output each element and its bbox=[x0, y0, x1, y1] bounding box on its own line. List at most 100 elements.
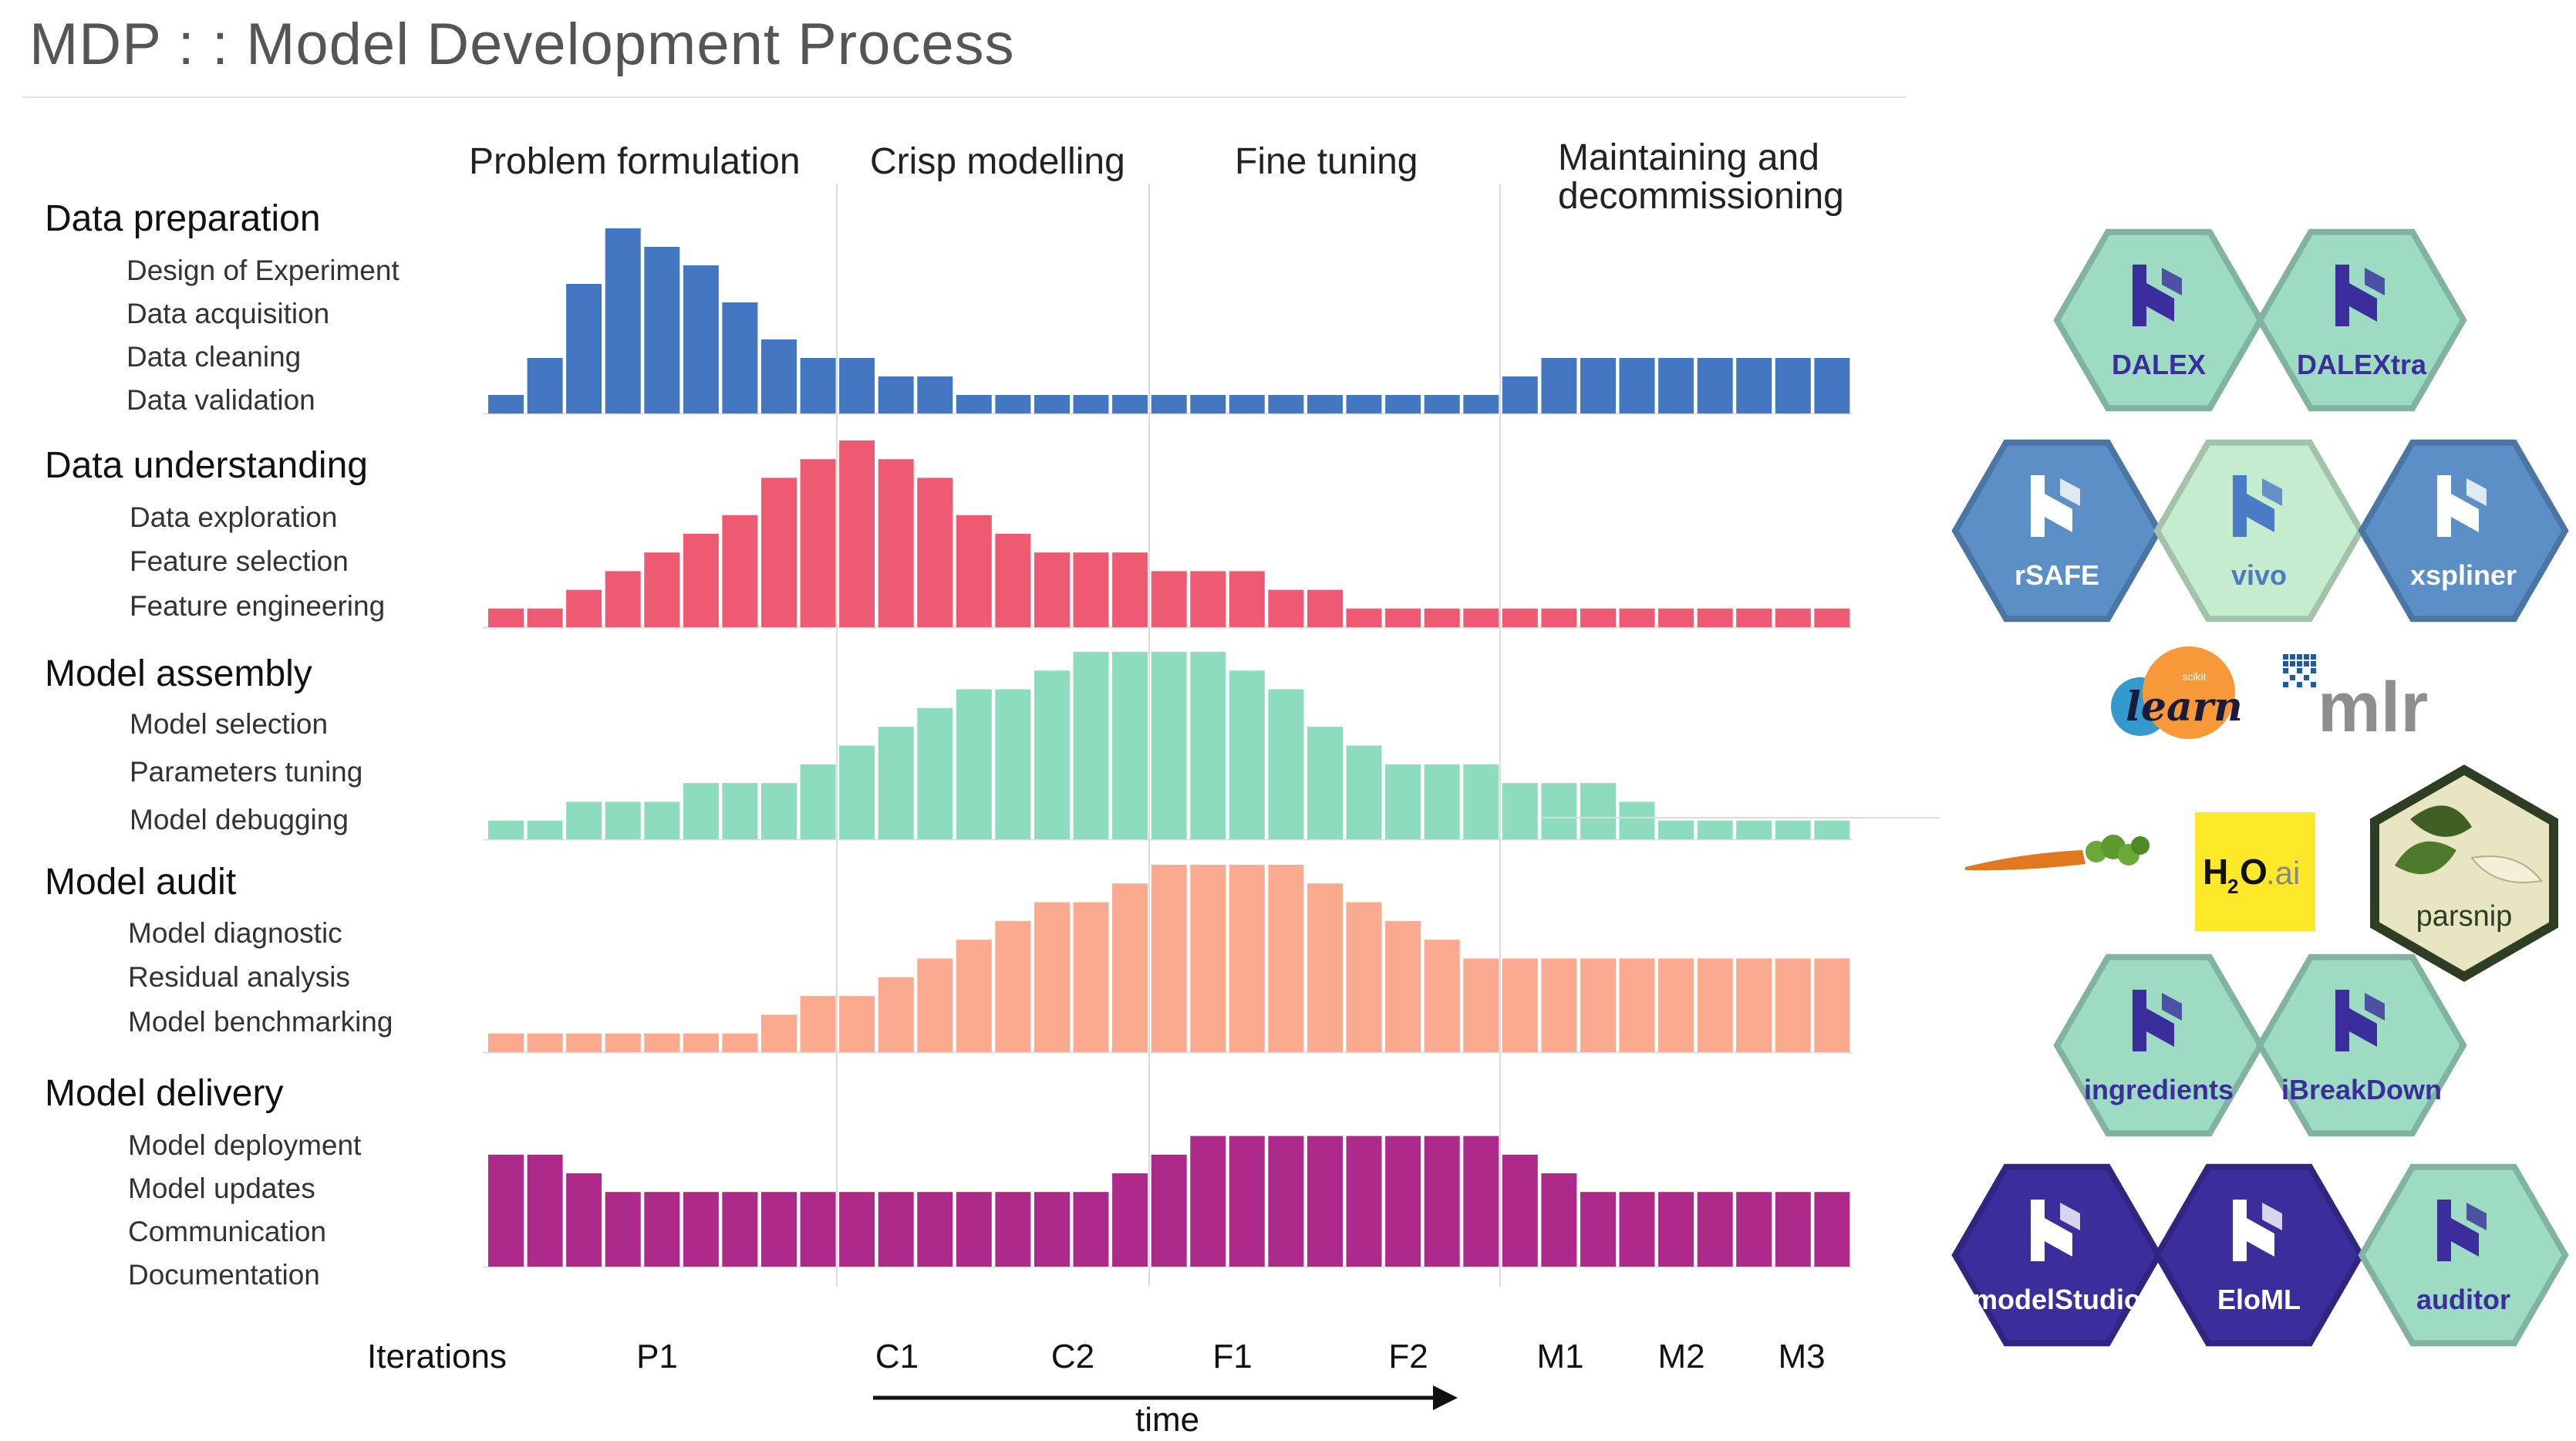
iteration-label: C1 bbox=[875, 1338, 919, 1375]
bar bbox=[722, 302, 758, 413]
bar bbox=[995, 920, 1031, 1052]
bar bbox=[527, 358, 563, 413]
bar bbox=[917, 376, 953, 413]
bar bbox=[1580, 783, 1616, 839]
bar bbox=[1073, 902, 1109, 1052]
bar bbox=[527, 1033, 563, 1052]
iteration-label: P1 bbox=[636, 1338, 678, 1375]
group-item: Design of Experiment bbox=[126, 255, 400, 286]
glyph-block bbox=[2262, 1203, 2282, 1230]
bar bbox=[1112, 883, 1148, 1052]
series-baselines bbox=[483, 413, 1853, 1268]
parsnip-root bbox=[2470, 855, 2543, 883]
hex-logo-label: ingredients bbox=[2084, 1074, 2234, 1105]
bar bbox=[1424, 395, 1460, 413]
bar bbox=[761, 783, 797, 839]
bar bbox=[566, 1173, 602, 1267]
hex-shape bbox=[2153, 1163, 2365, 1347]
bar bbox=[1034, 1192, 1070, 1267]
bar bbox=[1502, 608, 1538, 627]
sklearn-orange-circle bbox=[2143, 646, 2235, 739]
bar bbox=[1190, 571, 1226, 627]
bar bbox=[605, 1033, 641, 1052]
group-item: Data validation bbox=[126, 384, 315, 416]
bar bbox=[1502, 958, 1538, 1052]
bar bbox=[839, 358, 875, 413]
bar bbox=[1151, 1154, 1187, 1267]
bar bbox=[839, 440, 875, 627]
bar bbox=[800, 996, 836, 1052]
bar bbox=[605, 571, 641, 627]
bar bbox=[722, 1033, 758, 1052]
bar bbox=[1346, 745, 1382, 839]
group-item: Data acquisition bbox=[126, 298, 330, 329]
glyph-block bbox=[2146, 283, 2174, 322]
title-divider bbox=[22, 96, 1907, 98]
bar bbox=[1307, 589, 1343, 627]
bar bbox=[1346, 395, 1382, 413]
bar bbox=[1268, 1136, 1304, 1267]
bar bbox=[1073, 1192, 1109, 1267]
bar bbox=[1463, 608, 1499, 627]
group-title-model-assembly: Model assembly bbox=[45, 653, 312, 694]
mlr-grid-cell bbox=[2290, 675, 2295, 680]
mlr-grid-cell bbox=[2297, 668, 2302, 673]
group-title-data-understanding: Data understanding bbox=[45, 445, 368, 486]
mlr-grid-cell bbox=[2283, 654, 2288, 660]
bar bbox=[1814, 958, 1850, 1052]
phase-problem-formulation: Problem formulation bbox=[469, 141, 801, 182]
bar bbox=[1619, 801, 1655, 839]
group-item: Data cleaning bbox=[126, 341, 302, 373]
bar bbox=[1580, 958, 1616, 1052]
hex-logo-label: vivo bbox=[2231, 559, 2287, 591]
bar bbox=[605, 1192, 641, 1267]
hex-shape bbox=[2053, 953, 2264, 1137]
iteration-label: F1 bbox=[1212, 1338, 1253, 1375]
bar bbox=[956, 395, 992, 413]
bar bbox=[1814, 608, 1850, 627]
glyph-block bbox=[2247, 1218, 2274, 1257]
bar bbox=[1307, 395, 1343, 413]
bar bbox=[1229, 395, 1265, 413]
bar bbox=[1112, 652, 1148, 839]
bar bbox=[839, 745, 875, 839]
bar bbox=[1151, 571, 1187, 627]
hex-shape bbox=[2153, 439, 2365, 623]
mlr-grid-cell bbox=[2297, 654, 2302, 660]
iteration-label: M1 bbox=[1536, 1338, 1584, 1375]
bar bbox=[1151, 652, 1187, 839]
hex-shape bbox=[1951, 1163, 2163, 1347]
glyph-block bbox=[2451, 1218, 2479, 1257]
glyph-block bbox=[2437, 475, 2451, 537]
time-arrow-head bbox=[1433, 1385, 1458, 1410]
hex-logo-ingredients: ingredients bbox=[2053, 953, 2264, 1137]
bar bbox=[1385, 1136, 1421, 1267]
bar bbox=[878, 1192, 914, 1267]
bar bbox=[956, 515, 992, 627]
phase-fine-tuning: Fine tuning bbox=[1235, 141, 1418, 182]
package-logos: DALEX DALEXtra rSAFE vivo xspliner ingredient… bbox=[1951, 228, 2569, 1347]
h2o-logo: H2 O.ai bbox=[2195, 812, 2315, 931]
hex-logo-eloml: EloML bbox=[2153, 1163, 2365, 1347]
glyph-block bbox=[2031, 475, 2045, 537]
bar bbox=[1073, 395, 1109, 413]
bar bbox=[1190, 652, 1226, 839]
bar bbox=[1541, 358, 1577, 413]
bar-series-model-delivery bbox=[488, 1136, 1850, 1267]
bar bbox=[1190, 865, 1226, 1052]
glyph-block bbox=[2045, 1218, 2072, 1257]
bar bbox=[527, 608, 563, 627]
bar bbox=[722, 1192, 758, 1267]
phase-maintaining: Maintaining and decommissioning bbox=[1558, 139, 1844, 216]
bar bbox=[644, 1033, 680, 1052]
glyph-block bbox=[2451, 494, 2479, 532]
bar bbox=[995, 1192, 1031, 1267]
bar bbox=[488, 395, 524, 413]
bar bbox=[1385, 920, 1421, 1052]
bar bbox=[1502, 376, 1538, 413]
bar bbox=[1307, 1136, 1343, 1267]
bar bbox=[1658, 358, 1694, 413]
group-item: Residual analysis bbox=[128, 961, 350, 993]
hex-logo-label: EloML bbox=[2217, 1284, 2301, 1315]
bar bbox=[1658, 958, 1694, 1052]
